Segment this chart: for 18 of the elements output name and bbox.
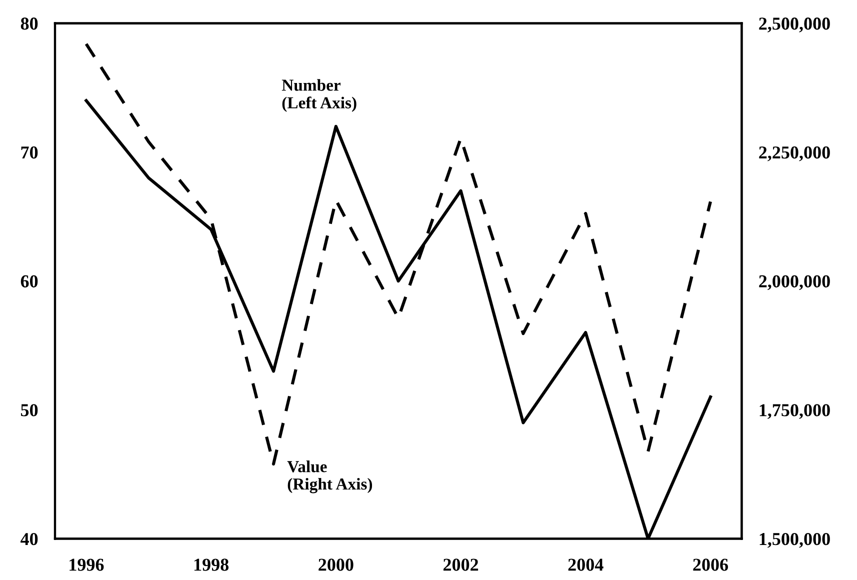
- y2-tick-label: 2,250,000: [759, 146, 830, 162]
- x-tick-label: 2004: [568, 558, 604, 571]
- y-tick-label: 40: [20, 532, 38, 546]
- y2-tick-label: 2,000,000: [759, 275, 830, 290]
- y-tick-label: 50: [21, 404, 38, 416]
- annotation: Value (Right Axis): [287, 460, 372, 494]
- y2-tick-label: 1,500,000: [760, 532, 830, 548]
- y-tick-label: 60: [20, 275, 38, 288]
- x-tick-label: 1998: [194, 558, 229, 571]
- y-tick-label: 70: [21, 146, 38, 159]
- x-tick-label: 2006: [693, 558, 728, 571]
- y-tick-label: 80: [20, 18, 38, 30]
- x-tick-label: 2002: [443, 558, 478, 571]
- y2-tick-label: 2,500,000: [759, 18, 830, 32]
- y2-tick-label: 1,750,000: [760, 404, 830, 419]
- x-tick-label: 1996: [70, 558, 104, 571]
- annotation: Number (Left Axis): [282, 79, 356, 112]
- x-tick-label: 2000: [318, 558, 354, 571]
